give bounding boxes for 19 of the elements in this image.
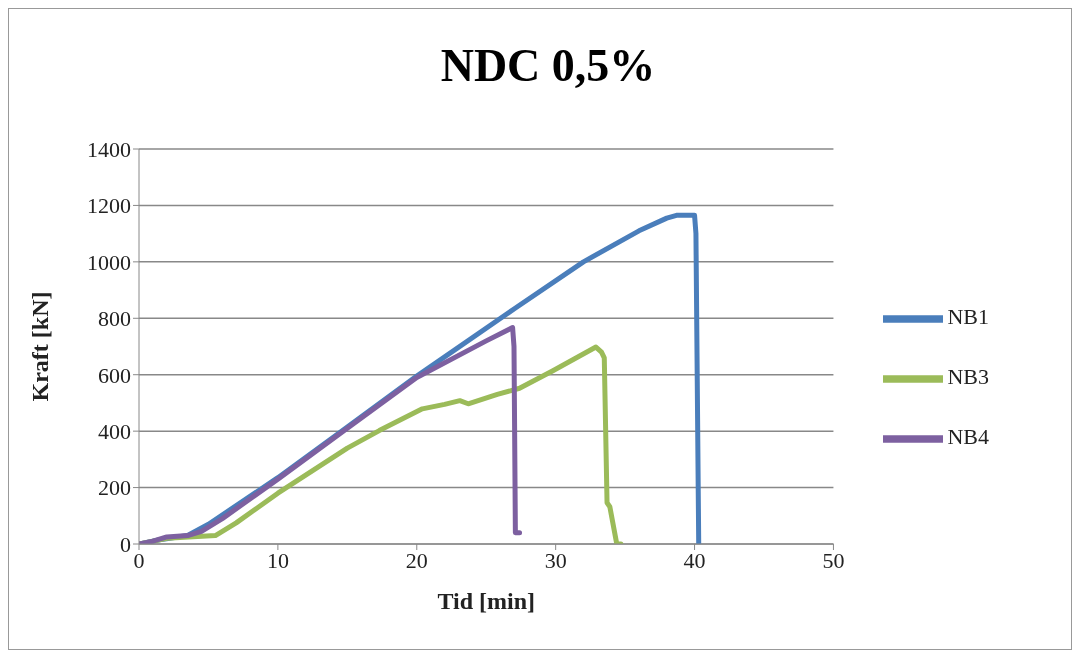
y-tick-label: 1000 xyxy=(87,249,131,275)
y-tick-label: 1200 xyxy=(87,193,131,219)
legend-label: NB4 xyxy=(947,424,989,450)
y-tick-label: 0 xyxy=(120,531,131,557)
y-tick-label: 1400 xyxy=(87,136,131,162)
x-tick-label: 40 xyxy=(683,547,706,573)
chart-title: NDC 0,5% xyxy=(439,39,657,92)
x-axis-title: Tid [min] xyxy=(437,588,536,614)
legend-label: NB1 xyxy=(947,304,989,330)
x-tick-label: 20 xyxy=(405,547,428,573)
y-tick-label: 200 xyxy=(98,475,131,501)
x-tick-label: 30 xyxy=(544,547,567,573)
y-tick-label: 600 xyxy=(98,362,131,388)
y-tick-label: 800 xyxy=(98,306,131,332)
y-axis-title: Kraft [kN] xyxy=(26,291,53,402)
x-tick-label: 10 xyxy=(266,547,289,573)
legend-label: NB3 xyxy=(947,364,989,390)
y-tick-label: 400 xyxy=(98,418,131,444)
x-tick-label: 50 xyxy=(822,547,845,573)
